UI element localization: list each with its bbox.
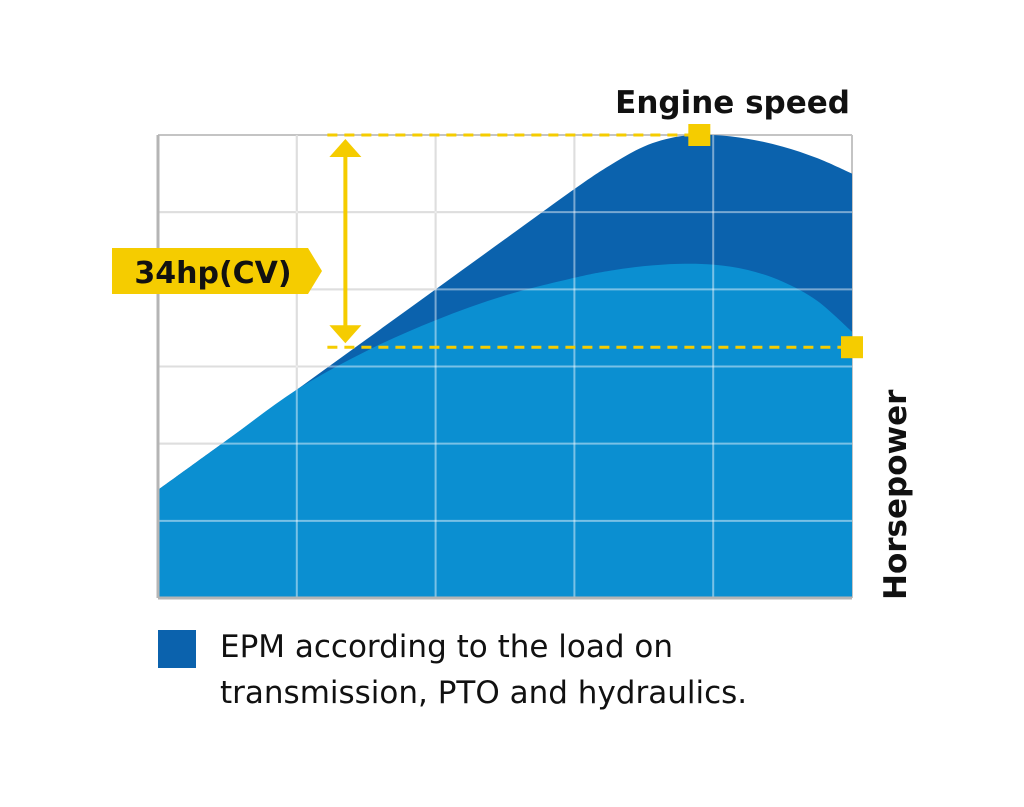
- annotation-label: 34hp(CV): [134, 256, 291, 291]
- legend-swatch: [158, 630, 196, 668]
- lower-marker: [841, 336, 863, 359]
- chart-grid-overlay: [158, 135, 852, 598]
- legend: EPM according to the load on transmissio…: [158, 624, 820, 716]
- upper-marker: [688, 124, 711, 146]
- series-area-standard: [158, 263, 852, 598]
- legend-label: EPM according to the load on transmissio…: [220, 629, 748, 711]
- chart-axes: [156, 135, 852, 600]
- annotation-tag: [112, 248, 322, 294]
- hp-gain-annotation: 34hp(CV): [112, 124, 863, 359]
- y-axis-title: Horsepower: [878, 389, 914, 600]
- series-layer: [158, 134, 852, 598]
- x-axis-title: Engine speed: [615, 85, 850, 121]
- gain-arrow-down-head: [329, 325, 362, 344]
- gain-arrow-up-head: [329, 139, 362, 157]
